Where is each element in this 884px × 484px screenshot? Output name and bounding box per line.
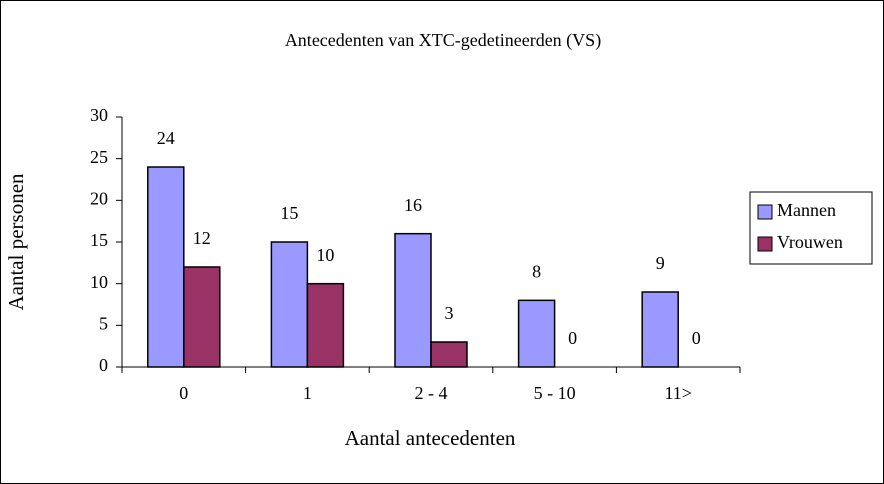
bar — [147, 166, 185, 368]
y-tick-label: 0 — [99, 355, 108, 375]
y-tick-label: 10 — [90, 272, 108, 292]
data-label: 12 — [193, 228, 211, 248]
legend-swatch — [757, 236, 773, 252]
chart-title: Antecedenten van XTC-gedetineerden (VS) — [285, 30, 601, 51]
data-label: 10 — [316, 245, 334, 265]
bar — [641, 291, 679, 368]
data-label: 0 — [568, 328, 577, 348]
legend-box — [749, 191, 873, 265]
x-tick-label: 11> — [664, 383, 691, 403]
data-label: 9 — [656, 253, 665, 273]
x-tick-label: 0 — [179, 383, 188, 403]
bar — [517, 299, 556, 368]
y-tick-label: 5 — [99, 313, 108, 333]
data-label: 8 — [532, 261, 541, 281]
y-axis-label: Aantal personen — [4, 173, 28, 311]
data-label: 16 — [404, 195, 422, 215]
x-tick-label: 2 - 4 — [415, 383, 448, 403]
bar — [183, 266, 221, 368]
x-axis-label: Aantal antecedenten — [345, 426, 516, 450]
legend-swatch — [757, 204, 773, 220]
y-tick-label: 20 — [90, 188, 108, 208]
bar — [306, 282, 345, 368]
x-tick-label: 5 - 10 — [534, 383, 576, 403]
bar — [394, 232, 432, 368]
legend-label: Mannen — [777, 200, 836, 220]
bar — [270, 241, 309, 368]
data-label: 0 — [692, 328, 701, 348]
legend-label: Vrouwen — [777, 232, 843, 252]
data-label: 3 — [445, 303, 454, 323]
data-label: 24 — [157, 128, 175, 148]
x-tick-label: 1 — [303, 383, 312, 403]
y-tick-label: 25 — [90, 147, 108, 167]
data-label: 15 — [280, 203, 298, 223]
y-tick-label: 15 — [90, 230, 108, 250]
y-tick-label: 30 — [90, 105, 108, 125]
bar — [430, 341, 468, 368]
